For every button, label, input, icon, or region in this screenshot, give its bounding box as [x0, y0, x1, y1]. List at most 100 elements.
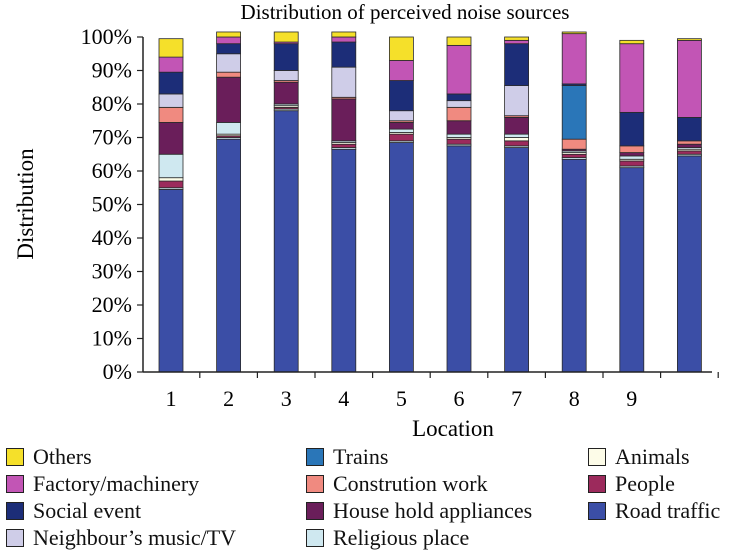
legend-swatch: [588, 448, 606, 466]
legend-item: People: [588, 471, 675, 497]
bar-stack: [388, 36, 414, 373]
bar-segment: [677, 140, 702, 145]
legend-item: Neighbour’s music/TV: [6, 525, 236, 551]
x-tick-label: 6: [454, 386, 465, 411]
bar-segment: [216, 43, 242, 55]
bar-segment: [446, 138, 472, 145]
legend-item: Trains: [306, 444, 388, 470]
bar-segment: [388, 128, 414, 133]
legend-label: Road traffic: [615, 498, 721, 523]
x-tick-label: 9: [626, 386, 637, 411]
legend-label: Constrution work: [333, 471, 488, 496]
bar-stack: [504, 36, 530, 373]
bar-segment: [619, 167, 645, 373]
bar-segment: [446, 120, 472, 135]
bar-segment: [504, 43, 530, 86]
bar-segment: [619, 152, 645, 157]
bar-segment: [331, 41, 357, 68]
legend-item: Religious place: [306, 525, 469, 551]
bar-segment: [216, 138, 242, 373]
bar-segment: [504, 39, 530, 45]
legend-swatch: [306, 502, 324, 520]
bar-segment: [504, 137, 530, 142]
bar-segment: [388, 133, 414, 142]
legend-label: Neighbour’s music/TV: [33, 525, 237, 550]
legend-label: People: [615, 471, 675, 496]
y-tick-label: 0%: [103, 359, 132, 384]
x-tick-label: 3: [281, 386, 292, 411]
bar-segment: [158, 122, 184, 155]
bar-stack: [619, 39, 645, 373]
bar-segment: [158, 180, 184, 189]
legend-item: Social event: [6, 498, 141, 524]
y-tick-label: 60%: [92, 158, 132, 183]
bar-segment: [158, 177, 184, 182]
bar-segment: [504, 85, 530, 117]
legend-label: Religious place: [333, 525, 470, 550]
bar-segment: [561, 31, 587, 35]
legend-swatch: [306, 475, 324, 493]
bar-segment: [273, 31, 299, 43]
bar-segment: [216, 76, 242, 123]
y-axis-label: Distribution: [13, 148, 38, 260]
bar-segment: [388, 60, 414, 81]
bar-segment: [504, 133, 530, 138]
bar-segment: [158, 189, 184, 373]
bar-segment: [446, 145, 472, 373]
legend: Others Trains Animals Factory/machinery Cons…: [0, 440, 746, 554]
y-tick-label: 10%: [92, 326, 132, 351]
y-tick-label: 40%: [92, 225, 132, 250]
legend-swatch: [6, 529, 24, 547]
bar-segment: [561, 158, 587, 373]
bar-segment: [388, 122, 414, 130]
bar-segment: [273, 110, 299, 373]
legend-label: House hold appliances: [333, 498, 533, 523]
bar-segment: [504, 147, 530, 373]
x-tick-label: 1: [166, 386, 177, 411]
bar-stack: [677, 38, 702, 373]
legend-swatch: [306, 448, 324, 466]
legend-label: Social event: [33, 498, 142, 523]
bar-segment: [619, 160, 645, 167]
bar-segment: [619, 43, 645, 113]
bar-segment: [331, 36, 357, 43]
bar-segment: [619, 145, 645, 153]
bar-segment: [446, 36, 472, 46]
y-tick-label: 80%: [92, 91, 132, 116]
legend-item: Constrution work: [306, 471, 488, 497]
bar-segment: [158, 153, 184, 179]
bar-segment: [504, 140, 530, 147]
y-tick-label: 20%: [92, 292, 132, 317]
y-tick-label: 100%: [81, 24, 132, 49]
bar-segment: [273, 81, 299, 105]
bar-segment: [216, 71, 242, 78]
bar-segment: [619, 39, 645, 45]
legend-label: Trains: [333, 444, 389, 469]
bar-segment: [216, 53, 242, 73]
bar-segment: [216, 122, 242, 135]
bar-segment: [561, 33, 587, 85]
x-tick-label: 7: [511, 386, 522, 411]
bar-segment: [446, 93, 472, 102]
bar-segment: [446, 133, 472, 138]
legend-label: Animals: [615, 444, 690, 469]
bar-segment: [216, 31, 242, 38]
x-tick-label: 8: [569, 386, 580, 411]
legend-label: Others: [33, 444, 92, 469]
bar-segment: [331, 98, 357, 142]
bar-segment: [561, 138, 587, 150]
bar-segment: [331, 143, 357, 148]
bar-segment: [446, 44, 472, 95]
bar-segment: [158, 71, 184, 95]
bars: [158, 31, 702, 373]
legend-swatch: [6, 502, 24, 520]
y-tick-label: 70%: [92, 125, 132, 150]
x-tick-label: 5: [396, 386, 407, 411]
y-tick-label: 90%: [92, 58, 132, 83]
bar-stack: [561, 31, 587, 373]
stacked-bar-chart: Distribution of perceived noise sources …: [13, 0, 719, 441]
bar-segment: [677, 39, 702, 118]
legend-label: Factory/machinery: [33, 471, 200, 496]
x-axis-label: Location: [412, 416, 494, 441]
bar-segment: [388, 110, 414, 122]
